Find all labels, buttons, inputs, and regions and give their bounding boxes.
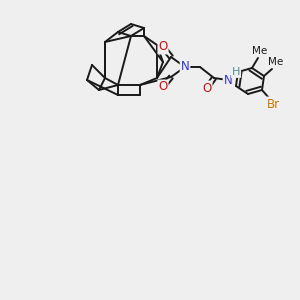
Text: O: O: [158, 80, 168, 94]
Text: O: O: [158, 40, 168, 53]
Text: Me: Me: [268, 57, 284, 67]
Text: Me: Me: [252, 46, 268, 56]
Text: N: N: [224, 74, 232, 86]
Text: N: N: [181, 61, 189, 74]
Text: Br: Br: [266, 98, 280, 110]
Text: O: O: [202, 82, 211, 94]
Text: H: H: [232, 67, 240, 77]
